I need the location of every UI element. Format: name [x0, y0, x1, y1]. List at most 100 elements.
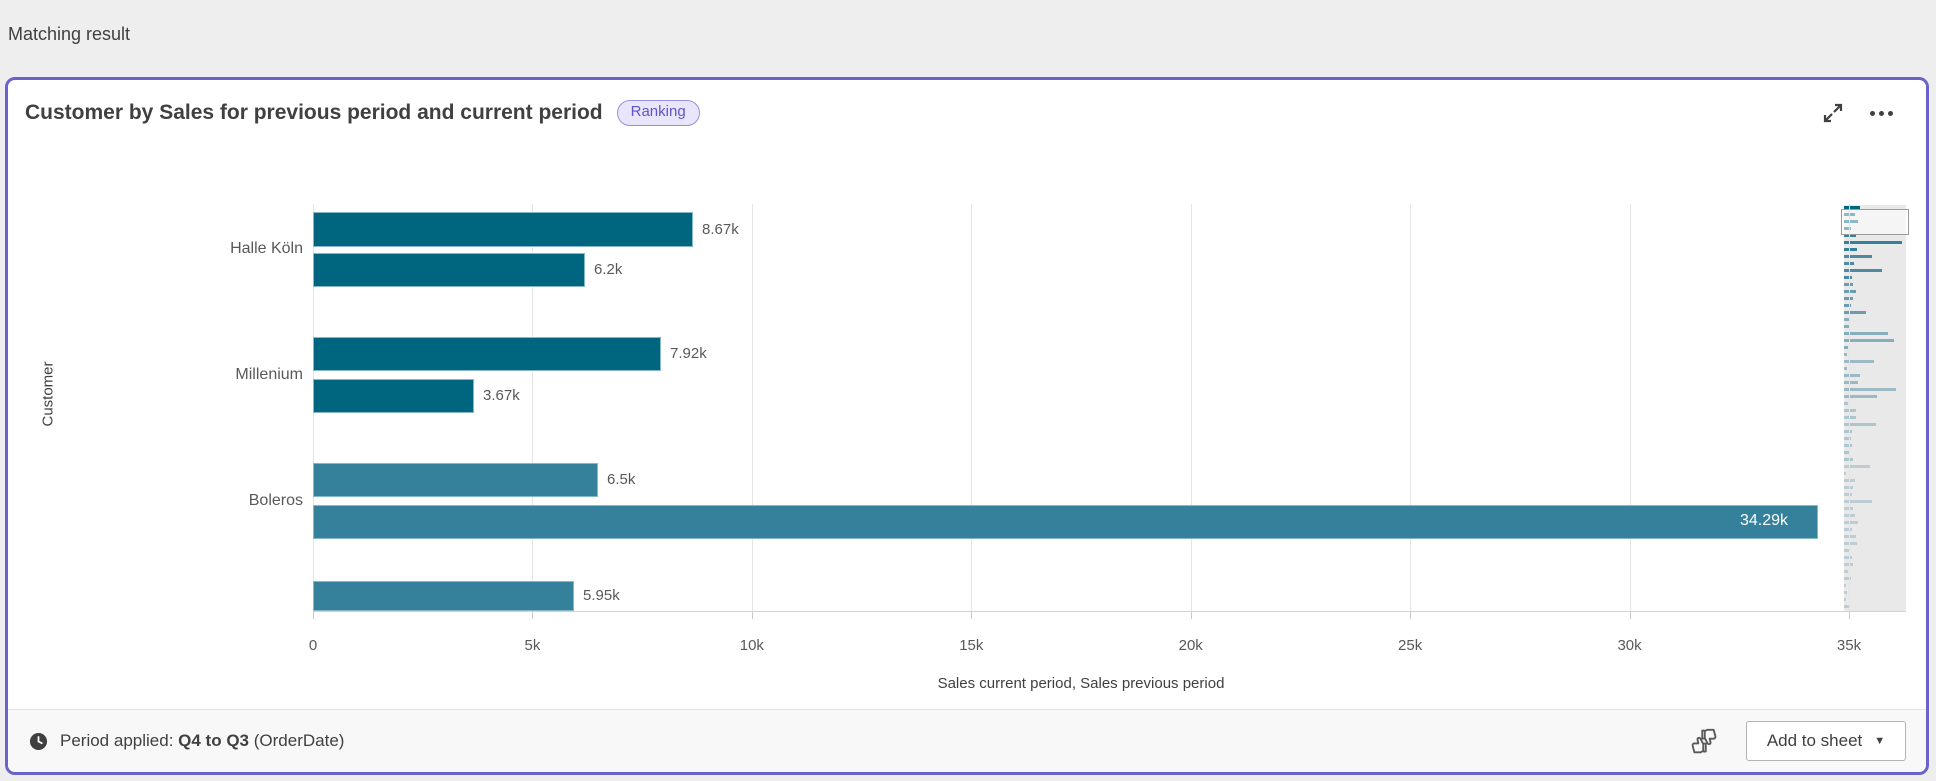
minimap-bar [1844, 535, 1856, 538]
y-axis-title: Customer [39, 360, 57, 426]
axis-tick [1849, 611, 1850, 619]
minimap-bar [1844, 493, 1852, 496]
grid-line [1410, 204, 1412, 611]
page-title: Matching result [8, 24, 131, 44]
minimap-bar [1844, 556, 1852, 559]
add-to-sheet-button[interactable]: Add to sheet ▼ [1746, 721, 1906, 761]
bar[interactable] [313, 505, 1818, 539]
minimap-bar [1844, 311, 1866, 314]
minimap-bar [1844, 332, 1888, 335]
axis-tick [1629, 611, 1631, 619]
minimap-bar [1844, 507, 1853, 510]
minimap-bar [1844, 423, 1876, 426]
x-tick-label: 35k [1836, 637, 1862, 654]
minimap-bar [1844, 444, 1852, 447]
minimap-bar [1844, 605, 1849, 608]
bar-value-label: 7.92k [670, 345, 707, 362]
grid-line [971, 204, 973, 611]
bar-value-label: 5.95k [583, 587, 620, 604]
minimap-bar [1844, 472, 1846, 475]
bar[interactable] [313, 463, 598, 497]
minimap-bar [1844, 437, 1851, 440]
minimap-bar [1844, 234, 1856, 237]
minimap-bar [1844, 521, 1858, 524]
minimap-bar [1844, 388, 1896, 391]
minimap-bar [1844, 563, 1853, 566]
minimap-bar [1844, 248, 1857, 251]
minimap-bar [1844, 206, 1860, 209]
category-label: Boleros [248, 492, 303, 509]
x-tick-label: 20k [1178, 637, 1203, 654]
minimap-bar [1844, 269, 1882, 272]
minimap-bar [1844, 528, 1852, 531]
minimap-bar [1844, 241, 1902, 244]
bar-value-label: 8.67k [702, 220, 739, 238]
minimap-bar [1844, 374, 1860, 377]
bar-value-label: 34.29k [1740, 512, 1789, 529]
minimap-bar [1844, 570, 1848, 573]
minimap-bar [1844, 542, 1857, 545]
minimap-bar [1844, 276, 1852, 279]
minimap-bar [1844, 402, 1848, 405]
bar[interactable] [313, 253, 585, 287]
bar[interactable] [313, 581, 574, 611]
grid-line [1629, 204, 1631, 611]
minimap-bar [1844, 381, 1858, 384]
bar-value-label: 6.5k [607, 471, 636, 488]
minimap-bar [1844, 353, 1847, 356]
card-header: Customer by Sales for previous period an… [25, 94, 1902, 132]
minimap-viewport[interactable] [1841, 209, 1909, 235]
bar[interactable] [313, 212, 693, 247]
minimap-bar [1844, 367, 1847, 370]
card-footer: Period applied: Q4 to Q3 (OrderDate) Add… [8, 709, 1926, 772]
dropdown-caret-icon: ▼ [1874, 735, 1886, 747]
insight-card: Customer by Sales for previous period an… [5, 77, 1929, 775]
category-label: Halle Köln [230, 240, 303, 257]
minimap-bar [1844, 395, 1877, 398]
bar-chart[interactable]: Customer Sales current period, Sales pre… [8, 80, 1926, 709]
x-tick-label: 25k [1398, 637, 1423, 654]
period-field: (OrderDate) [253, 731, 345, 750]
minimap-bar [1844, 409, 1856, 412]
minimap-viewport-fill [1842, 210, 1908, 234]
x-tick-label: 5k [524, 637, 541, 654]
bar[interactable] [313, 379, 474, 413]
minimap-bar [1844, 290, 1856, 293]
period-applied-text: Period applied: Q4 to Q3 (OrderDate) [60, 731, 345, 750]
axis-tick [971, 611, 973, 619]
minimap-bar [1844, 339, 1894, 342]
minimap-bar [1844, 598, 1846, 601]
minimap-bar [1844, 486, 1853, 489]
ranking-badge: Ranking [616, 100, 700, 126]
x-axis-line [313, 611, 1906, 612]
bar-value-label: 6.2k [594, 261, 623, 278]
x-tick-label: 0 [308, 637, 318, 654]
chart-minimap-scrollbar[interactable] [1841, 205, 1909, 611]
chart-title: Customer by Sales for previous period an… [25, 101, 603, 124]
minimap-bar [1844, 283, 1853, 286]
axis-tick [1410, 611, 1412, 619]
minimap-bar [1844, 318, 1850, 321]
grid-line [532, 204, 534, 611]
minimap-bar [1844, 297, 1853, 300]
expand-icon[interactable] [1820, 100, 1846, 126]
x-axis-title: Sales current period, Sales previous per… [937, 675, 1225, 692]
minimap-bar [1844, 430, 1852, 433]
x-tick-label: 10k [739, 637, 764, 654]
grid-line [1190, 204, 1192, 611]
axis-tick [1190, 611, 1192, 619]
axis-tick [751, 611, 753, 619]
category-label: Millenium [235, 366, 303, 383]
more-options-icon[interactable] [1868, 100, 1894, 126]
minimap-bar [1844, 577, 1851, 580]
minimap-bar [1844, 500, 1872, 503]
x-tick-label: 15k [959, 637, 984, 654]
minimap-bar [1844, 360, 1874, 363]
period-value: Q4 to Q3 [178, 731, 250, 750]
bar[interactable] [313, 337, 661, 371]
minimap-bar [1844, 325, 1849, 328]
minimap-bar [1844, 416, 1856, 419]
bar-value-label: 3.67k [483, 387, 520, 404]
clock-icon [28, 731, 48, 751]
feedback-thumbs-icon[interactable] [1688, 725, 1720, 757]
